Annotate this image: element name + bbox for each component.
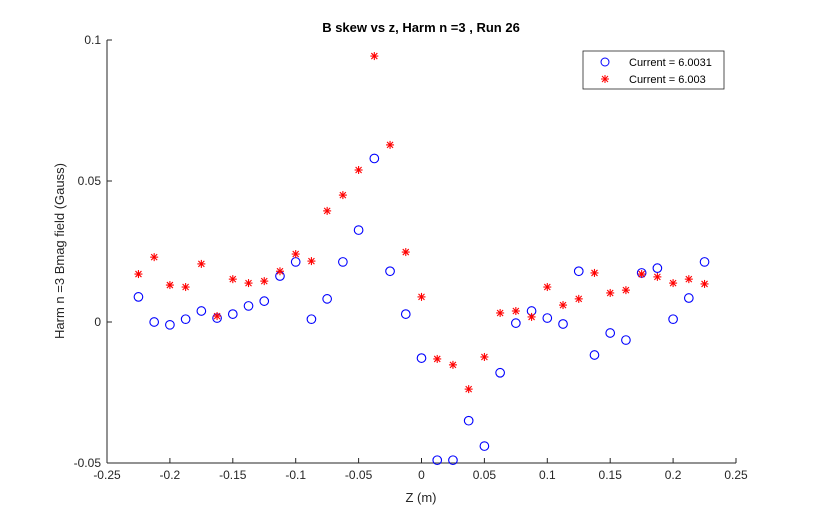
data-point-series-1 (463, 415, 474, 426)
data-point-series-2 (291, 250, 300, 259)
data-point-series-2 (669, 279, 678, 288)
y-tick-label: -0.05 (74, 456, 102, 470)
data-point-series-2 (684, 275, 693, 284)
data-point-series-1 (542, 313, 553, 323)
data-point-series-2 (511, 307, 520, 316)
data-point-series-1 (149, 317, 160, 327)
y-tick-label: 0.1 (84, 33, 101, 47)
x-tick-label: -0.15 (219, 468, 247, 482)
data-point-series-2 (401, 248, 410, 257)
data-point-series-1 (306, 314, 317, 325)
data-point-series-1 (432, 455, 443, 466)
data-point-series-1 (668, 314, 678, 325)
data-point-series-1 (699, 257, 710, 267)
chart-title: B skew vs z, Harm n =3 , Run 26 (322, 20, 520, 35)
data-point-series-2 (150, 253, 159, 262)
x-tick-label: 0.15 (599, 468, 623, 482)
data-point-series-2 (181, 283, 190, 292)
y-tick-label: 0.05 (78, 174, 102, 188)
data-point-series-1 (385, 266, 395, 277)
data-point-series-2 (700, 279, 709, 288)
data-point-series-2 (559, 301, 568, 310)
x-tick-label: 0.1 (539, 468, 556, 482)
data-point-series-1 (495, 367, 505, 378)
data-point-series-1 (369, 153, 380, 164)
data-point-series-1 (510, 318, 521, 328)
data-point-series-1 (322, 294, 333, 304)
data-point-series-2 (197, 259, 206, 268)
data-point-series-2 (134, 270, 143, 279)
x-tick-label: 0.05 (473, 468, 497, 482)
data-point-series-1 (652, 263, 663, 273)
data-point-series-2 (480, 352, 489, 361)
x-tick-label: 0 (418, 468, 425, 482)
data-point-series-2 (165, 281, 174, 290)
data-point-series-1 (353, 225, 364, 235)
data-point-series-1 (196, 306, 207, 316)
data-point-series-1 (573, 266, 584, 277)
data-point-series-2 (543, 283, 552, 292)
data-point-series-2 (621, 286, 630, 295)
y-tick-label: 0 (94, 315, 101, 329)
data-point-series-2 (338, 191, 347, 200)
data-point-series-1 (605, 328, 616, 338)
data-point-series-1 (165, 319, 175, 330)
legend-asterisk-marker-icon (601, 75, 609, 83)
x-tick-label: -0.1 (285, 468, 306, 482)
data-point-series-1 (683, 293, 694, 303)
data-point-series-2 (244, 279, 253, 288)
data-point-series-2 (448, 360, 457, 369)
data-point-series-2 (275, 267, 284, 276)
data-point-series-2 (527, 312, 536, 321)
data-point-series-2 (323, 206, 332, 215)
data-point-series-2 (417, 292, 426, 301)
x-tick-label: -0.2 (160, 468, 181, 482)
x-tick-label: -0.05 (345, 468, 373, 482)
data-point-series-2 (213, 312, 222, 321)
data-point-series-2 (574, 294, 583, 303)
data-point-series-1 (479, 441, 490, 451)
data-point-series-2 (590, 268, 599, 277)
x-tick-label: -0.25 (93, 468, 121, 482)
data-point-series-1 (589, 350, 600, 360)
data-point-series-2 (386, 140, 395, 149)
legend-entry-1: Current = 6.0031 (629, 57, 712, 69)
data-point-series-1 (400, 309, 411, 319)
data-point-series-2 (653, 272, 662, 281)
data-point-series-1 (259, 296, 270, 306)
data-point-series-1 (558, 319, 568, 329)
legend-circle-marker-icon (600, 57, 610, 67)
data-point-series-2 (433, 354, 442, 363)
data-point-series-2 (307, 257, 316, 266)
data-point-series-1 (227, 309, 238, 319)
data-point-series-2 (496, 308, 505, 317)
y-axis-label: Harm n =3 Bmag field (Gauss) (52, 163, 67, 339)
data-point-series-1 (180, 314, 191, 325)
x-tick-label: 0.25 (724, 468, 748, 482)
x-tick-label: 0.2 (665, 468, 682, 482)
data-point-series-1 (338, 257, 348, 267)
data-point-series-1 (133, 292, 144, 302)
x-axis-label: Z (m) (405, 490, 436, 505)
data-point-series-2 (370, 52, 379, 61)
data-point-series-2 (228, 275, 237, 284)
data-point-series-1 (621, 335, 631, 345)
data-point-series-1 (290, 257, 301, 267)
legend: Current = 6.0031 Current = 6.003 (582, 50, 725, 90)
data-point-series-1 (243, 301, 254, 311)
legend-entry-2: Current = 6.003 (629, 74, 706, 86)
data-point-series-2 (606, 288, 615, 297)
data-point-series-2 (464, 385, 473, 394)
data-point-series-1 (416, 353, 427, 363)
data-point-series-2 (354, 166, 363, 175)
data-point-series-2 (637, 270, 646, 279)
data-point-series-1 (448, 455, 458, 466)
data-point-series-2 (260, 277, 269, 286)
